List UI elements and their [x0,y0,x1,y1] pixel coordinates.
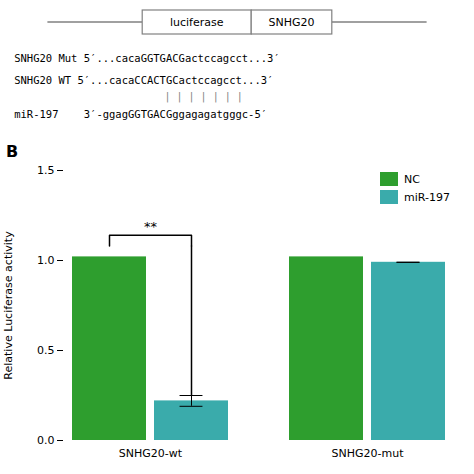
svg-text:miR-197 3′-ggagGGTGACGggaga: miR-197 3′-ggagGGTGACGggagagatgggc-5′ [14,108,267,120]
svg-text:SNHG20-wt: SNHG20-wt [119,447,183,460]
html-text:miR-197: miR-197 [404,190,450,204]
svg-text:1.0: 1.0 [37,254,55,267]
svg-text:0.0: 0.0 [37,434,55,447]
svg-text:| | | | | | |: | | | | | | | [164,91,242,103]
svg-text:SNHG20: SNHG20 [269,16,315,29]
svg-text:SNHG20 WT 5′...cacaCCACTGCact: SNHG20 WT 5′...cacaCCACTGCactccagcct...3… [14,74,273,86]
html-text:B: B [6,142,19,161]
svg-text:SNHG20 Mut 5′...cacaGGTGACGac: SNHG20 Mut 5′...cacaGGTGACGactccagcct...… [14,52,280,64]
svg-text:**: ** [144,219,158,234]
svg-text:1.5: 1.5 [37,164,55,177]
svg-text:SNHG20-mut: SNHG20-mut [332,447,405,460]
html-text:NC: NC [404,172,420,186]
svg-text:luciferase: luciferase [170,16,224,29]
svg-text:0.5: 0.5 [37,344,55,357]
svg-text:Relative Luciferase activity: Relative Luciferase activity [2,231,15,380]
